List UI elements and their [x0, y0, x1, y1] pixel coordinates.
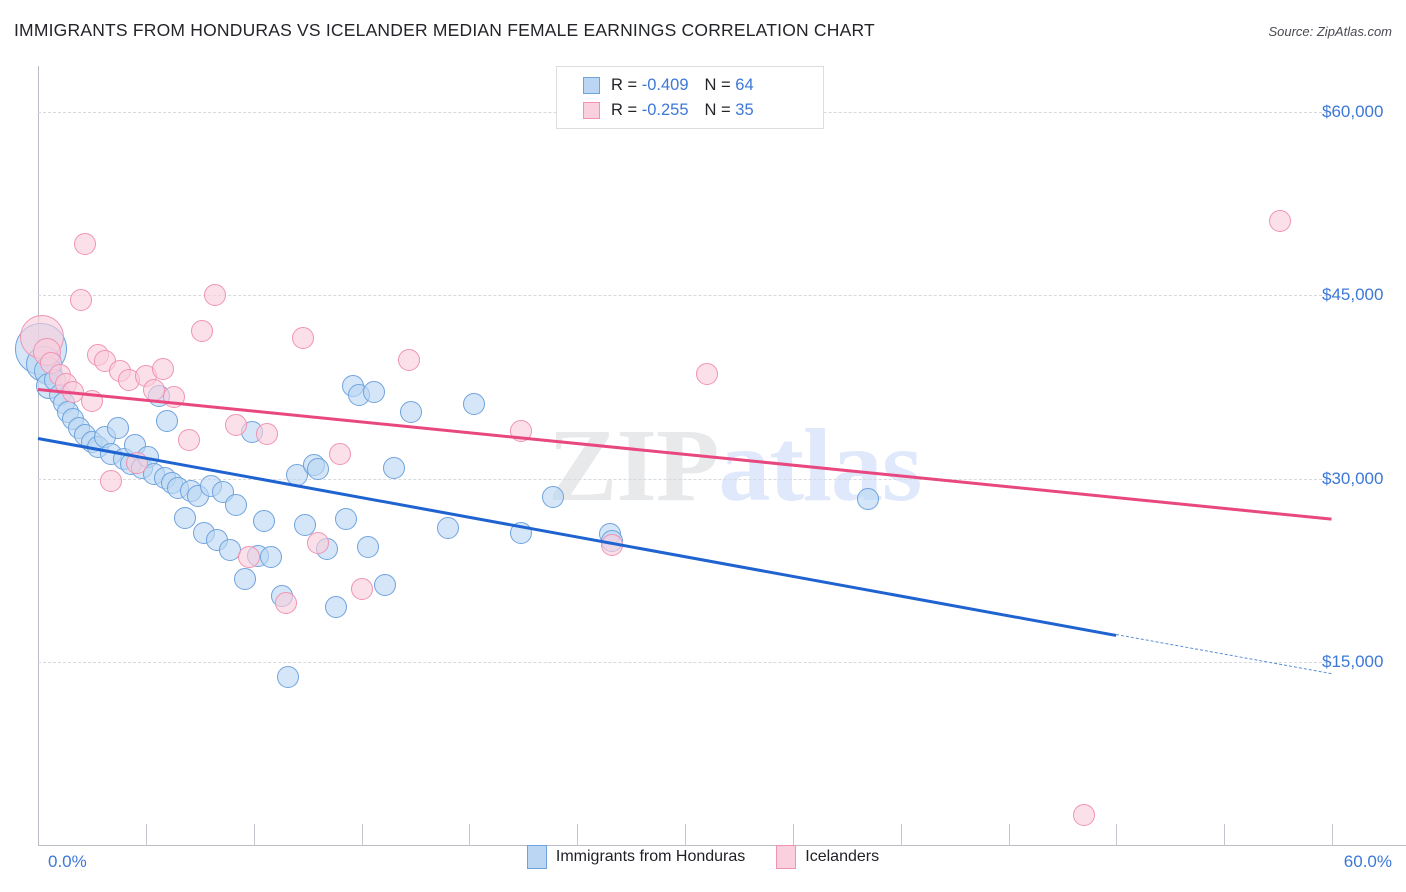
r-label-honduras: R = — [611, 76, 638, 94]
correlation-stats-box: R = -0.409 N = 64 R = -0.255 N = 35 — [556, 66, 824, 129]
data-point[interactable] — [600, 534, 623, 556]
data-point[interactable] — [328, 443, 351, 466]
chart-legend: Immigrants from Honduras Icelanders — [0, 845, 1406, 869]
data-point[interactable] — [277, 666, 300, 689]
data-point[interactable] — [695, 362, 718, 385]
x-axis-tick — [469, 824, 471, 846]
data-point[interactable] — [152, 357, 175, 380]
n-value-honduras: 64 — [735, 76, 754, 94]
data-point[interactable] — [74, 233, 97, 256]
data-point[interactable] — [510, 420, 533, 443]
page-title: IMMIGRANTS FROM HONDURAS VS ICELANDER ME… — [14, 20, 875, 40]
data-point[interactable] — [156, 410, 179, 433]
data-point[interactable] — [80, 389, 103, 412]
data-point[interactable] — [106, 416, 129, 439]
data-point[interactable] — [225, 493, 248, 516]
data-point[interactable] — [259, 546, 282, 569]
data-point[interactable] — [61, 381, 84, 404]
r-label-icelanders: R = — [611, 101, 638, 119]
gridline — [38, 662, 1332, 664]
x-axis-line — [38, 845, 1406, 846]
x-axis-tick — [361, 824, 363, 846]
data-point[interactable] — [350, 578, 373, 601]
trendline-honduras-extrapolated — [1116, 634, 1333, 675]
legend-label-icelanders[interactable]: Icelanders — [805, 848, 880, 865]
data-point[interactable] — [382, 456, 405, 479]
x-axis-min-label: 0.0% — [48, 852, 87, 871]
r-value-icelanders: -0.255 — [641, 101, 689, 119]
data-point[interactable] — [255, 422, 278, 445]
y-axis-tick-label: $30,000 — [1322, 468, 1384, 488]
data-point[interactable] — [70, 289, 93, 312]
data-point[interactable] — [436, 516, 459, 539]
legend-swatch-icelanders-icon[interactable] — [776, 845, 797, 869]
swatch-honduras-icon — [583, 77, 600, 94]
data-point[interactable] — [100, 470, 123, 493]
data-point[interactable] — [253, 509, 276, 532]
data-point[interactable] — [400, 400, 423, 423]
x-axis-tick — [792, 824, 794, 846]
stats-text-icelanders: R = -0.255 N = 35 — [611, 101, 754, 120]
data-point[interactable] — [857, 487, 880, 510]
x-axis-tick — [900, 824, 902, 846]
x-axis-tick — [685, 824, 686, 846]
legend-label-honduras[interactable]: Immigrants from Honduras — [555, 848, 746, 865]
data-point[interactable] — [374, 574, 397, 597]
data-point[interactable] — [238, 546, 261, 569]
stats-row-honduras: R = -0.409 N = 64 — [583, 73, 823, 98]
data-point[interactable] — [462, 393, 485, 416]
x-axis-tick — [1116, 824, 1118, 846]
n-label-icelanders: N = — [704, 101, 731, 119]
x-axis-tick — [253, 824, 255, 846]
data-point[interactable] — [234, 568, 257, 591]
x-axis-tick — [577, 824, 579, 846]
data-point[interactable] — [225, 414, 248, 437]
data-point[interactable] — [126, 452, 149, 475]
y-axis-tick-label: $60,000 — [1322, 101, 1384, 121]
data-point[interactable] — [542, 486, 565, 509]
data-point[interactable] — [307, 458, 330, 481]
gridline — [38, 295, 1332, 297]
data-point[interactable] — [292, 327, 315, 350]
stats-row-icelanders: R = -0.255 N = 35 — [583, 98, 823, 123]
data-point[interactable] — [294, 514, 317, 537]
data-point[interactable] — [356, 536, 379, 559]
data-point[interactable] — [203, 284, 226, 307]
n-label-honduras: N = — [704, 76, 731, 94]
gridline — [38, 478, 1332, 480]
data-point[interactable] — [173, 507, 196, 530]
y-axis-tick-label: $15,000 — [1322, 652, 1384, 672]
r-value-honduras: -0.409 — [641, 76, 689, 94]
source-attribution: Source: ZipAtlas.com — [1268, 24, 1392, 39]
x-axis-max-label: 60.0% — [1343, 852, 1392, 871]
swatch-icelanders-icon — [583, 102, 600, 119]
data-point[interactable] — [177, 428, 200, 451]
data-point[interactable] — [275, 591, 298, 614]
data-point[interactable] — [285, 464, 308, 487]
legend-swatch-honduras-icon[interactable] — [526, 845, 547, 869]
n-value-icelanders: 35 — [735, 101, 754, 119]
data-point[interactable] — [335, 508, 358, 531]
data-point[interactable] — [190, 319, 213, 342]
data-point[interactable] — [1072, 804, 1095, 827]
data-point[interactable] — [510, 521, 533, 544]
data-point[interactable] — [1269, 209, 1292, 232]
x-axis-tick — [1224, 824, 1226, 846]
data-point[interactable] — [307, 531, 330, 554]
x-axis-tick — [1332, 824, 1333, 846]
data-point[interactable] — [397, 349, 420, 372]
data-point[interactable] — [363, 381, 386, 404]
y-axis-line — [38, 66, 39, 846]
data-point[interactable] — [162, 385, 185, 408]
data-point[interactable] — [324, 596, 347, 619]
x-axis-tick — [1008, 824, 1010, 846]
plot-area: $15,000 $30,000 $45,000 $60,000 — [15, 66, 1406, 846]
y-axis-tick-label: $45,000 — [1322, 285, 1384, 305]
x-axis-tick — [145, 824, 147, 846]
stats-text-honduras: R = -0.409 N = 64 — [611, 76, 754, 95]
